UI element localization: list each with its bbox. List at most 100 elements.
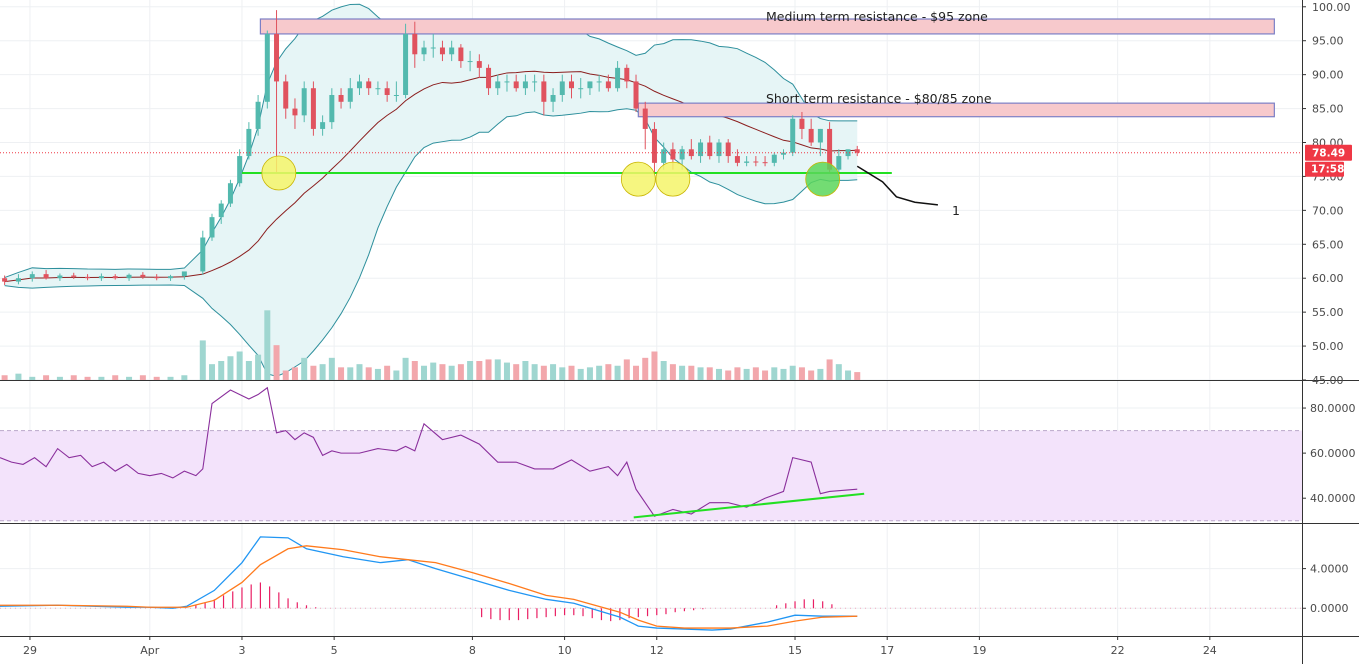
candle-body bbox=[725, 142, 731, 157]
annotation-projection-label: 1 bbox=[952, 203, 960, 218]
moving-average-line bbox=[4, 70, 858, 283]
volume-bar bbox=[301, 357, 308, 380]
price-tick-label: 60.00 bbox=[1312, 272, 1344, 285]
candle-body bbox=[71, 275, 77, 277]
rsi-panel[interactable] bbox=[0, 386, 1302, 522]
candle-body bbox=[651, 128, 657, 163]
candle-body bbox=[292, 108, 298, 116]
candle-body bbox=[790, 118, 796, 153]
volume-bar bbox=[374, 368, 381, 380]
candle-body bbox=[458, 47, 464, 62]
macd-tick-label: 0.0000 bbox=[1310, 602, 1349, 615]
candle-body bbox=[522, 81, 528, 89]
volume-bar bbox=[282, 370, 289, 380]
candle-body bbox=[140, 274, 146, 277]
candle-body bbox=[568, 81, 574, 89]
volume-bar bbox=[743, 368, 750, 380]
volume-bar bbox=[393, 370, 400, 380]
volume-bar bbox=[98, 376, 105, 380]
candle-body bbox=[771, 154, 777, 163]
volume-bar bbox=[835, 364, 842, 380]
candle-body bbox=[393, 95, 399, 96]
volume-bar bbox=[167, 376, 174, 380]
candle-body bbox=[43, 274, 49, 279]
candle-body bbox=[2, 278, 8, 282]
volume-bar bbox=[112, 375, 119, 380]
price-tick-label: 85.00 bbox=[1312, 103, 1344, 116]
time-tick-label: 22 bbox=[1111, 644, 1125, 657]
time-tick-label: 19 bbox=[972, 644, 986, 657]
volume-bar bbox=[817, 368, 824, 380]
macd-panel[interactable] bbox=[0, 536, 1302, 631]
volume-bar bbox=[1, 375, 8, 380]
candle-body bbox=[495, 81, 501, 89]
candle-body bbox=[513, 81, 519, 89]
volume-bar bbox=[319, 364, 326, 380]
candle-body bbox=[320, 122, 326, 129]
volume-bar bbox=[328, 357, 335, 380]
candle-body bbox=[347, 88, 353, 102]
candle-body bbox=[112, 276, 118, 279]
candle-body bbox=[412, 33, 418, 55]
candle-body bbox=[283, 81, 289, 109]
resistance-zone bbox=[259, 18, 1275, 35]
volume-bar bbox=[586, 367, 593, 380]
volume-bar bbox=[854, 372, 861, 380]
volume-bar bbox=[411, 361, 418, 380]
time-tick-label: 5 bbox=[331, 644, 338, 657]
volume-bar bbox=[402, 357, 409, 380]
candle-body bbox=[762, 162, 768, 164]
candle-body bbox=[707, 142, 713, 157]
volume-bar bbox=[725, 370, 732, 380]
price-tick-label: 90.00 bbox=[1312, 69, 1344, 82]
time-tick-label: 12 bbox=[650, 644, 664, 657]
volume-bar bbox=[181, 375, 188, 380]
price-panel[interactable]: Medium term resistance - $95 zone Short t… bbox=[0, 3, 1302, 380]
macd-tick-label: 4.0000 bbox=[1310, 563, 1349, 576]
candle-body bbox=[430, 47, 436, 49]
volume-bar bbox=[559, 367, 566, 380]
volume-bar bbox=[522, 361, 529, 380]
candle-body bbox=[688, 149, 694, 157]
time-tick-label: 3 bbox=[238, 644, 245, 657]
volume-bar bbox=[338, 367, 345, 380]
candle-body bbox=[744, 161, 750, 163]
volume-bar bbox=[457, 364, 464, 380]
volume-bar bbox=[70, 375, 77, 380]
rsi-band bbox=[0, 430, 1302, 521]
candle-body bbox=[246, 128, 252, 157]
price-tick-label: 70.00 bbox=[1312, 204, 1344, 217]
candle-body bbox=[227, 183, 233, 204]
candle-body bbox=[264, 33, 270, 102]
candle-body bbox=[808, 128, 814, 143]
volume-bar bbox=[568, 365, 575, 380]
candle-body bbox=[587, 81, 593, 89]
current-price-label: 78.49 bbox=[1312, 148, 1345, 160]
time-tick-label: Apr bbox=[140, 644, 160, 657]
candle-body bbox=[559, 81, 565, 95]
rsi-tick-label: 60.0000 bbox=[1310, 447, 1356, 460]
candle-body bbox=[670, 149, 676, 160]
rsi-trend-line bbox=[633, 492, 865, 519]
volume-bar bbox=[291, 367, 298, 380]
volume-bar bbox=[633, 365, 640, 380]
volume-bar bbox=[513, 364, 520, 380]
resistance-zone bbox=[637, 102, 1275, 118]
volume-bar bbox=[29, 376, 36, 380]
time-tick-label: 15 bbox=[788, 644, 802, 657]
volume-bar bbox=[126, 376, 133, 380]
time-tick-label: 17 bbox=[880, 644, 894, 657]
volume-bar bbox=[15, 373, 22, 380]
volume-bar bbox=[762, 370, 769, 380]
volume-bar bbox=[752, 367, 759, 380]
volume-bar bbox=[430, 362, 437, 380]
volume-bar bbox=[439, 364, 446, 380]
volume-bar bbox=[494, 359, 501, 380]
volume-bar bbox=[605, 364, 612, 380]
candle-body bbox=[449, 47, 455, 55]
volume-bar bbox=[218, 361, 225, 380]
candle-body bbox=[403, 33, 409, 95]
bollinger-band-fill bbox=[4, 4, 858, 377]
